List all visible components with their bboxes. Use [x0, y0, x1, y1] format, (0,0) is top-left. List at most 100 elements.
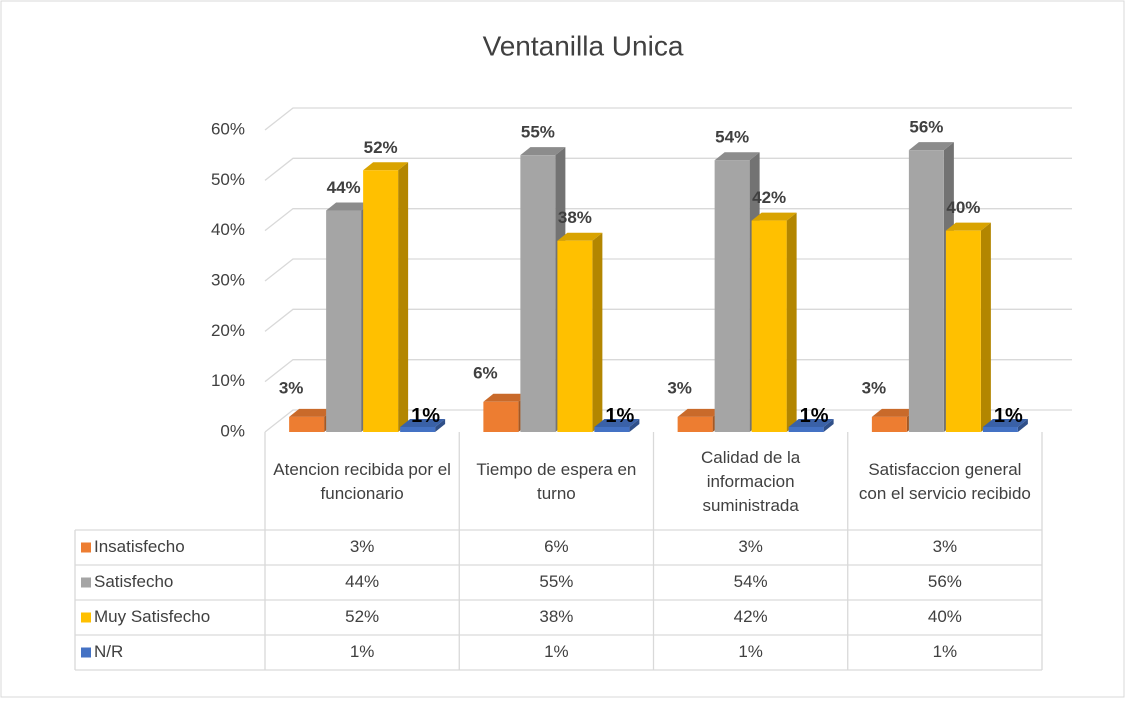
bar — [400, 418, 446, 432]
legend-key — [81, 542, 91, 553]
bar-side — [980, 222, 991, 432]
bar-top — [363, 162, 409, 171]
bar-top — [714, 152, 760, 161]
bar-front — [908, 150, 944, 432]
bar — [751, 212, 797, 432]
table-cell: 3% — [738, 537, 763, 556]
y-tick-label: 30% — [211, 270, 245, 289]
bar-top — [788, 418, 834, 427]
grid-line — [264, 107, 1072, 131]
x-tick-label: Calidad de la informacion suministrada — [701, 448, 801, 515]
category-cell: Satisfaccion general con el servicio rec… — [858, 460, 1031, 503]
data-label: 1% — [411, 405, 440, 427]
data-label: 55% — [521, 123, 555, 142]
bar — [594, 418, 640, 432]
bar-front — [714, 160, 750, 432]
data-label: 40% — [946, 198, 980, 217]
bar-top — [483, 393, 529, 402]
bar-front — [751, 220, 787, 432]
table-cell: 6% — [544, 537, 569, 556]
table-cell: 3% — [933, 537, 958, 556]
bar-top — [751, 212, 797, 221]
bar-front — [788, 426, 824, 432]
bar-top — [871, 408, 917, 417]
legend-key — [81, 577, 91, 588]
table-cell: 1% — [544, 642, 569, 661]
table-cell: 56% — [928, 572, 962, 591]
x-tick-label: Satisfaccion general con el servicio rec… — [858, 460, 1031, 503]
y-tick-label: 0% — [220, 421, 245, 440]
data-label: 3% — [279, 378, 304, 397]
table-cell: 38% — [539, 607, 573, 626]
bar — [520, 147, 566, 432]
table-cell: 44% — [345, 572, 379, 591]
bar-top — [400, 418, 446, 427]
x-tick-label: Tiempo de espera en turno — [476, 460, 637, 503]
bar-side — [398, 162, 409, 432]
bar-top — [557, 232, 603, 241]
bar-top — [326, 202, 372, 211]
bar-front — [677, 416, 713, 432]
data-label: 38% — [558, 208, 592, 227]
bar-side — [592, 232, 603, 432]
data-label: 54% — [715, 128, 749, 147]
data-label: 56% — [909, 118, 943, 137]
bar-front — [520, 155, 556, 432]
bar-top — [594, 418, 640, 427]
bar-front — [400, 426, 436, 432]
x-tick-label: Atencion recibida por el funcionario — [273, 460, 451, 503]
grid-line — [264, 208, 1072, 232]
legend-key — [81, 612, 91, 623]
y-tick-label: 60% — [211, 119, 245, 138]
bar — [557, 232, 603, 432]
table-cell: 54% — [734, 572, 768, 591]
data-label: 3% — [862, 378, 887, 397]
bar-top — [908, 142, 954, 151]
data-label: 42% — [752, 188, 786, 207]
legend-label: Muy Satisfecho — [94, 607, 210, 626]
bar-front — [326, 210, 362, 432]
bar-side — [1017, 418, 1028, 432]
bar-top — [677, 408, 723, 417]
data-label: 1% — [994, 405, 1023, 427]
grid-line — [264, 359, 1072, 383]
bar-front — [363, 170, 399, 432]
table-cell: 3% — [350, 537, 375, 556]
table-cell: 1% — [933, 642, 958, 661]
bar-side — [435, 418, 446, 432]
legend-label: N/R — [94, 642, 123, 661]
bar-top — [945, 222, 991, 231]
bar-side — [823, 418, 834, 432]
bar-side — [629, 418, 640, 432]
y-tick-label: 50% — [211, 170, 245, 189]
chart-title: Ventanilla Unica — [483, 30, 684, 61]
table-cell: 55% — [539, 572, 573, 591]
legend-key — [81, 647, 91, 658]
bar-front — [594, 426, 630, 432]
bar-front — [557, 240, 593, 432]
bar — [945, 222, 991, 432]
bar-front — [945, 230, 981, 432]
grid-line — [264, 258, 1072, 282]
bar-top — [982, 418, 1028, 427]
bar-front — [871, 416, 907, 432]
grid-line — [264, 409, 1072, 433]
y-tick-label: 20% — [211, 321, 245, 340]
bar-top — [289, 408, 335, 417]
table-cell: 52% — [345, 607, 379, 626]
bar — [363, 162, 409, 432]
table-cell: 42% — [734, 607, 768, 626]
y-tick-label: 40% — [211, 220, 245, 239]
data-label: 1% — [800, 405, 829, 427]
data-label: 3% — [667, 378, 692, 397]
legend-label: Satisfecho — [94, 572, 173, 591]
category-cell: Tiempo de espera en turno — [476, 460, 637, 503]
category-cell: Calidad de la informacion suministrada — [701, 448, 801, 515]
grid-line — [264, 157, 1072, 181]
bar — [982, 418, 1028, 432]
bar — [788, 418, 834, 432]
data-label: 6% — [473, 363, 498, 382]
bar-side — [786, 212, 797, 432]
table-cell: 1% — [350, 642, 375, 661]
